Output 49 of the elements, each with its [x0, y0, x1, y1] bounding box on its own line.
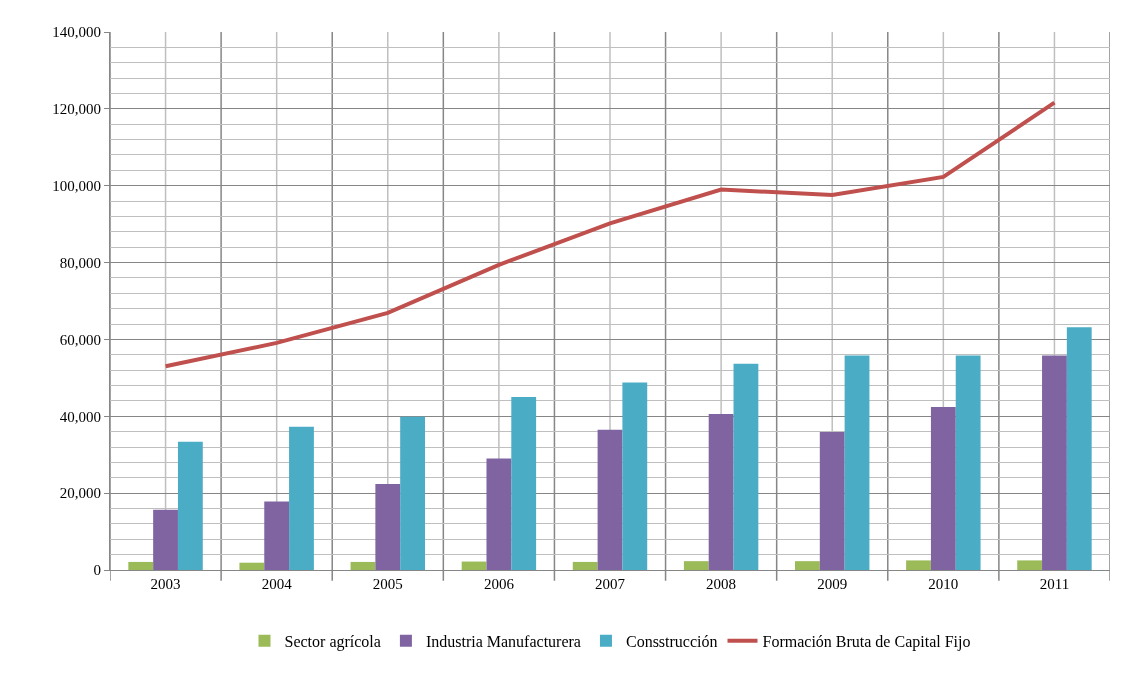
x-tick-label: 2006 [483, 576, 515, 592]
bar [733, 363, 759, 570]
bar [1066, 327, 1092, 570]
x-tick-label: 2007 [595, 576, 626, 592]
legend-label: Formación Bruta de Capital Fijo [762, 632, 971, 651]
x-tick-label: 2005 [372, 576, 403, 592]
bar [906, 560, 931, 570]
bar [177, 441, 203, 570]
x-tick-label: 2003 [150, 576, 181, 592]
bar [930, 407, 956, 570]
x-tick-label: 2009 [817, 576, 848, 592]
bar [239, 562, 265, 570]
bar [844, 355, 870, 570]
y-tick-label: 80,000 [59, 254, 101, 271]
bar [819, 432, 845, 570]
bar [128, 561, 154, 570]
bar [795, 561, 820, 570]
bar [486, 458, 512, 570]
bar [264, 501, 290, 570]
bar [153, 509, 178, 570]
legend-label: Industria Manufacturera [425, 632, 581, 650]
x-tick-label: 2010 [928, 576, 959, 592]
x-tick-label: 2011 [1039, 576, 1070, 592]
bar [1042, 355, 1067, 570]
line-series [163, 100, 1057, 369]
legend-label: Consstrucción [625, 632, 718, 650]
legend-label: Sector agrícola [284, 632, 381, 651]
x-tick-label: 2004 [261, 576, 293, 592]
bar [511, 397, 537, 570]
bar [289, 426, 314, 570]
bar [1017, 560, 1043, 570]
bar [350, 561, 376, 570]
y-tick-label: 120,000 [52, 101, 101, 118]
y-tick-label: 140,000 [52, 24, 101, 41]
y-tick-label: 60,000 [59, 331, 101, 348]
y-tick-label: 40,000 [59, 408, 101, 425]
bar [683, 561, 709, 570]
bar [955, 355, 981, 570]
bar [461, 561, 487, 570]
y-tick-label: 20,000 [59, 485, 101, 502]
x-tick-label: 2008 [706, 576, 737, 592]
bar [597, 429, 623, 570]
bar [572, 561, 598, 570]
y-tick-label: 100,000 [52, 177, 101, 194]
bar [400, 416, 425, 570]
bar [622, 382, 648, 570]
bar [375, 483, 401, 570]
bar [708, 413, 734, 570]
y-tick-label: 0 [93, 562, 101, 579]
